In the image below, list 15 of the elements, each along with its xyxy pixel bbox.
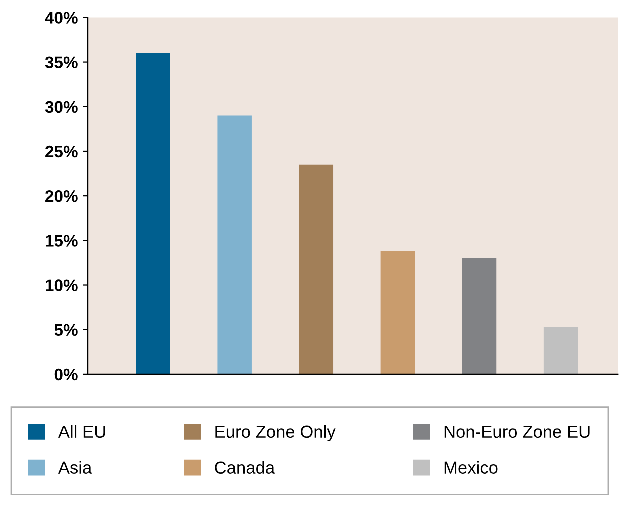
legend-label: Mexico: [444, 461, 498, 474]
y-tick-label: 10%: [46, 280, 78, 292]
legend-label: Non-Euro Zone EU: [444, 426, 590, 438]
y-tick-label: 25%: [46, 146, 78, 158]
y-tick-label: 35%: [45, 56, 78, 69]
y-tick-label: 30%: [45, 101, 78, 114]
legend-label: All EU: [58, 425, 106, 438]
legend-label: Asia: [58, 461, 92, 474]
y-tick-label: 5%: [54, 324, 78, 336]
y-tick-label: 40%: [45, 12, 78, 24]
legend-label: Euro Zone Only: [216, 425, 336, 442]
y-tick-label: 0%: [54, 368, 78, 381]
y-tick-label: 15%: [46, 235, 78, 247]
y-tick-label: 20%: [46, 190, 78, 202]
legend-label: Canada: [215, 461, 276, 474]
